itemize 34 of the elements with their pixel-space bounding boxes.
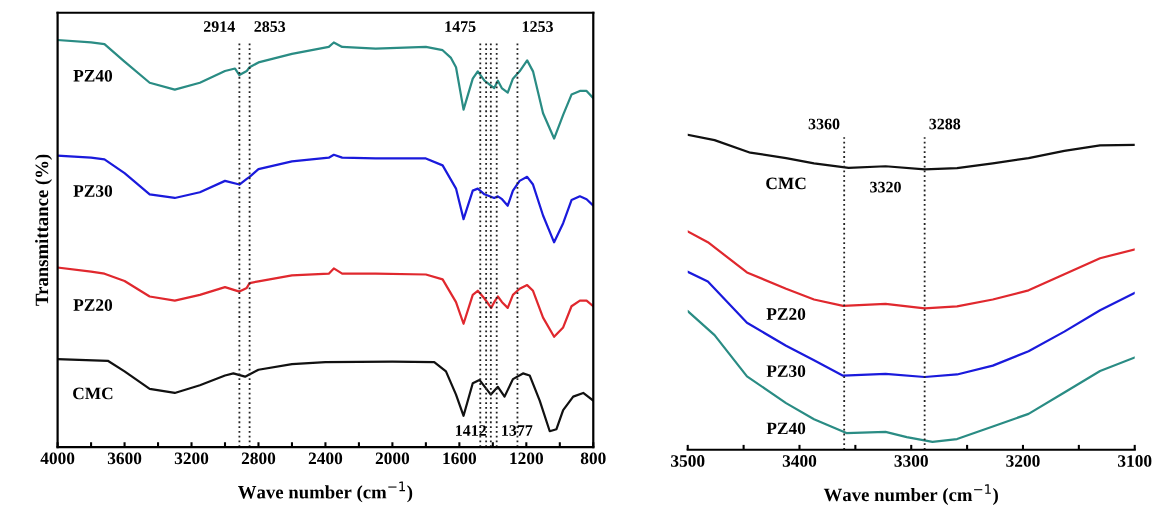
- x-tick-label: 3200: [1006, 455, 1040, 467]
- series-label: PZ20: [766, 308, 806, 320]
- series-label: PZ30: [766, 365, 806, 377]
- x-tick-label: 3400: [782, 455, 817, 467]
- x-tick-label: 800: [580, 452, 606, 465]
- x-tick-label: 2400: [308, 452, 343, 465]
- series-label: PZ20: [73, 299, 113, 311]
- series-label: CMC: [766, 177, 806, 190]
- annotation: 3320: [870, 181, 901, 193]
- x-tick-label: 4000: [40, 452, 75, 465]
- ref-line-label: 1377: [502, 425, 533, 436]
- x-tick-label: 2000: [375, 452, 410, 465]
- y-axis-title: Transmittance (%): [35, 154, 53, 306]
- series-label: CMC: [73, 387, 113, 400]
- x-tick-label: 3200: [174, 452, 209, 465]
- series-label: PZ30: [73, 185, 113, 197]
- x-tick-label: 3600: [107, 452, 142, 465]
- ref-line-label: 1475: [445, 21, 476, 32]
- ref-line-label: 2914: [203, 21, 235, 32]
- x-tick-label: 3100: [1118, 455, 1152, 467]
- x-axis-title: Wave number (cm$^{−1}$): [823, 484, 998, 505]
- x-tick-label: 1200: [510, 452, 544, 465]
- x-tick-label: 2800: [241, 452, 276, 465]
- series-label: PZ40: [766, 422, 806, 435]
- ref-line-label: 3288: [929, 118, 961, 130]
- ref-line-label: 1412: [456, 425, 486, 436]
- x-tick-label: 1600: [443, 452, 477, 465]
- x-axis-title: Wave number (cm$^{−1}$): [238, 481, 413, 503]
- ref-line-label: 1253: [522, 21, 554, 32]
- ref-line-label: 3360: [808, 118, 840, 130]
- series-label: PZ40: [73, 69, 113, 82]
- x-tick-label: 3300: [894, 455, 928, 467]
- ref-line-label: 2853: [254, 21, 286, 32]
- x-tick-label: 3500: [671, 455, 705, 467]
